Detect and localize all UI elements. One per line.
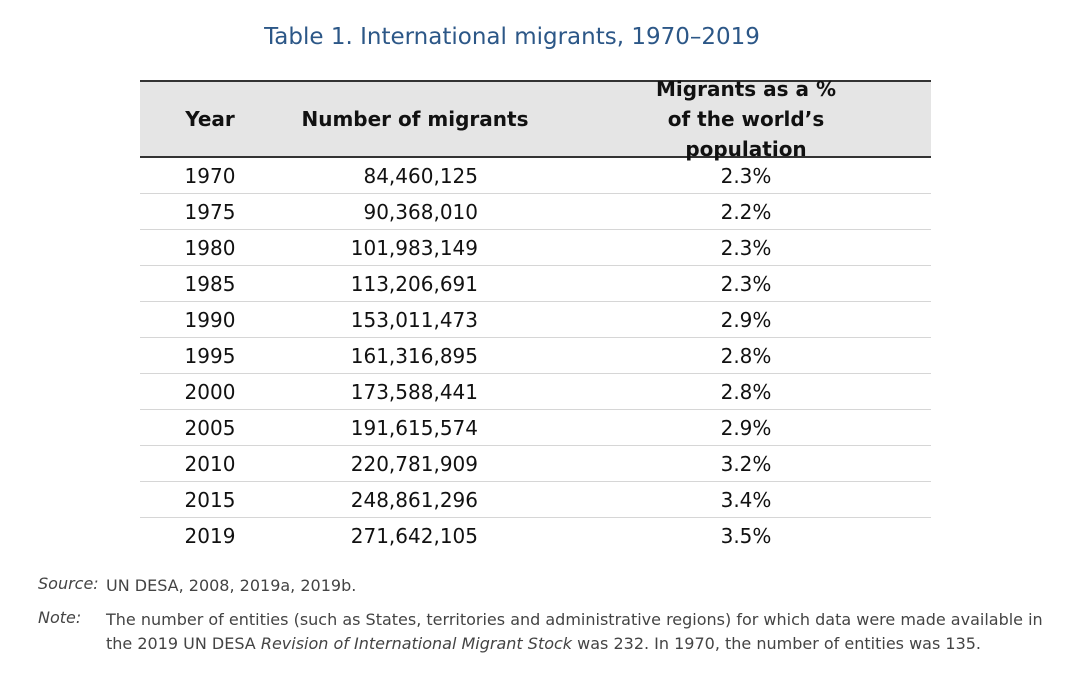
table-row: 1985 113,206,691 2.3% [140, 266, 931, 302]
header-line: Migrants as a % [656, 77, 836, 101]
note-label: Note: [38, 608, 82, 627]
table-cell: 2.3% [720, 163, 772, 188]
note-part: was 232. In 1970, the number of entities… [572, 634, 982, 653]
table-cell: 101,983,149 [350, 235, 478, 260]
table-header: Year Number of migrants Migrants as a % … [140, 77, 931, 161]
table-cell: 220,781,909 [350, 451, 478, 476]
table-cell: 2.3% [720, 235, 772, 260]
source-text: UN DESA, 2008, 2019a, 2019b. [106, 576, 357, 595]
note-part: The number of entities (such as States, … [106, 610, 1043, 653]
table-cell: 1995 [184, 343, 236, 368]
table-cell: 248,861,296 [350, 487, 478, 512]
table-row: 2000 173,588,441 2.8% [140, 374, 931, 410]
table-cell: 1990 [184, 307, 236, 332]
header-line: of the world’s population [667, 107, 825, 161]
table-cell: 153,011,473 [350, 307, 478, 332]
table-cell: 1970 [184, 163, 236, 188]
table-row: 2005 191,615,574 2.9% [140, 410, 931, 446]
table-cell: 1975 [184, 199, 236, 224]
table-cell: 271,642,105 [350, 523, 478, 548]
table-row: 1990 153,011,473 2.9% [140, 302, 931, 338]
title: Table 1. International migrants, 1970–20… [264, 24, 760, 50]
table-row: 1970 84,460,125 2.3% [140, 158, 931, 194]
table-cell: 2019 [184, 523, 236, 548]
table-cell: 2.8% [720, 379, 772, 404]
table-cell: 2.9% [720, 307, 772, 332]
table: Year Number of migrants Migrants as a % … [140, 77, 931, 553]
source-label: Source: [38, 574, 99, 593]
table-cell: 1985 [184, 271, 236, 296]
table-cell: 173,588,441 [350, 379, 478, 404]
table-cell: 3.5% [720, 523, 772, 548]
table-row: 2019 271,642,105 3.5% [140, 518, 931, 553]
header-cell: Migrants as a % of the world’s populatio… [640, 77, 852, 161]
table-row: 1995 161,316,895 2.8% [140, 338, 931, 374]
table-cell: 2000 [184, 379, 236, 404]
header-cell: Number of migrants [301, 107, 529, 131]
table-cell: 84,460,125 [363, 163, 478, 188]
table-cell: 2015 [184, 487, 236, 512]
table-cell: 3.2% [720, 451, 772, 476]
table-cell: 113,206,691 [350, 271, 478, 296]
table-cell: 2.9% [720, 415, 772, 440]
table-cell: 1980 [184, 235, 236, 260]
table-cell: 2.2% [720, 199, 772, 224]
table-cell: 2005 [184, 415, 236, 440]
table-cell: 2.3% [720, 271, 772, 296]
note-part: Revision of International Migrant Stock [260, 634, 573, 653]
table-cell: 161,316,895 [350, 343, 478, 368]
header-cell: Year [185, 107, 235, 131]
table-row: 1980 101,983,149 2.3% [140, 230, 931, 266]
table-cell: 2.8% [720, 343, 772, 368]
table-row: 2015 248,861,296 3.4% [140, 482, 931, 518]
table-cell: 3.4% [720, 487, 772, 512]
table-row: 1975 90,368,010 2.2% [140, 194, 931, 230]
table-row: 2010 220,781,909 3.2% [140, 446, 931, 482]
table-cell: 90,368,010 [363, 199, 478, 224]
table-cell: 191,615,574 [350, 415, 478, 440]
table-cell: 2010 [184, 451, 236, 476]
note-text: The number of entities (such as States, … [106, 608, 1058, 656]
